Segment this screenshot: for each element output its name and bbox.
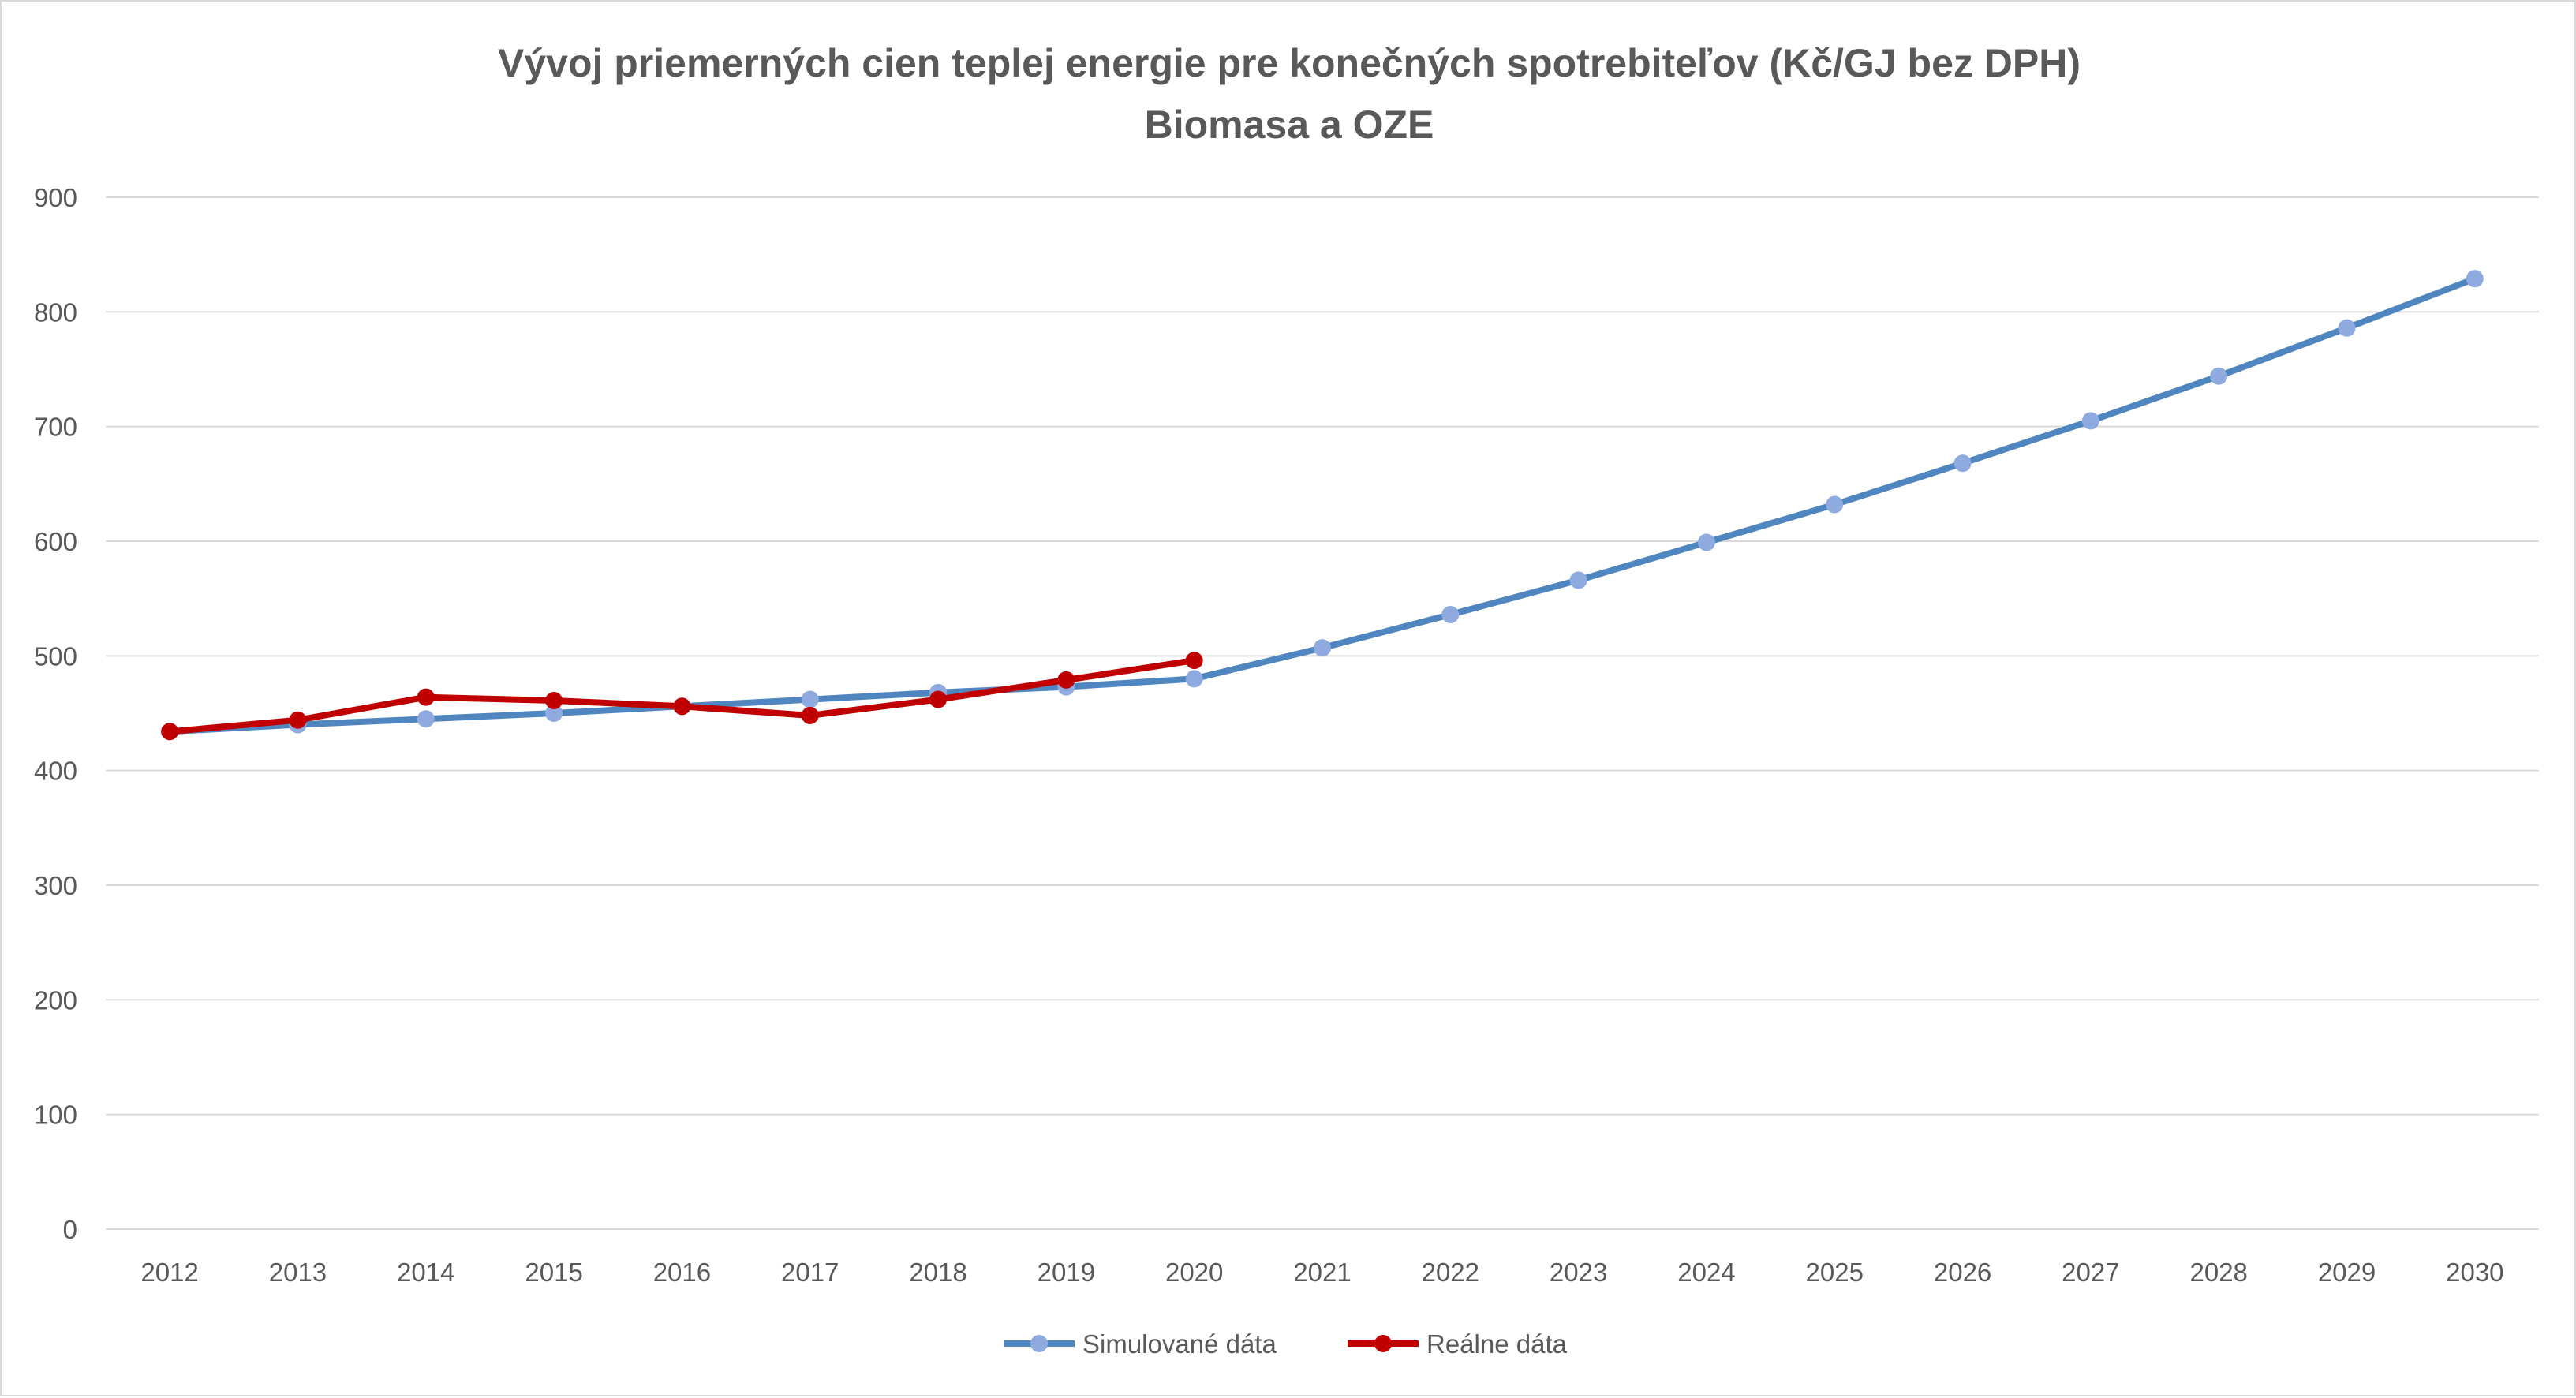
legend-item: Reálne dáta xyxy=(1348,1329,1568,1359)
data-point-marker xyxy=(1185,670,1203,688)
data-point-marker xyxy=(161,723,179,741)
x-tick-label: 2018 xyxy=(909,1258,966,1287)
x-tick-label: 2024 xyxy=(1677,1258,1735,1287)
x-tick-label: 2026 xyxy=(1934,1258,1991,1287)
data-point-marker xyxy=(1185,652,1203,670)
y-tick-label: 300 xyxy=(34,871,77,900)
legend-label: Reálne dáta xyxy=(1426,1329,1568,1359)
data-point-marker xyxy=(417,710,435,728)
y-axis-ticks: 0 100 200 300 400 500 600 700 800 900 xyxy=(34,183,77,1244)
data-point-marker xyxy=(929,690,948,708)
data-point-marker xyxy=(545,705,563,722)
data-point-marker xyxy=(1057,671,1075,689)
data-point-marker xyxy=(2338,319,2356,337)
data-point-marker xyxy=(2210,367,2228,385)
data-point-marker xyxy=(2081,412,2099,430)
y-tick-label: 500 xyxy=(34,641,77,671)
x-tick-label: 2019 xyxy=(1038,1258,1095,1287)
legend: Simulované dáta Reálne dáta xyxy=(1004,1329,1568,1359)
x-axis-ticks: 2012 2013 2014 2015 2016 2017 2018 2019 2020 2021… xyxy=(140,1258,2503,1287)
x-tick-label: 2020 xyxy=(1165,1258,1223,1287)
series-group xyxy=(161,270,2484,741)
y-tick-label: 400 xyxy=(34,757,77,786)
legend-marker-swatch xyxy=(1374,1335,1392,1352)
data-point-marker xyxy=(673,697,691,716)
series-line xyxy=(166,275,2478,735)
data-point-marker xyxy=(1953,454,1972,473)
legend-label: Simulované dáta xyxy=(1082,1329,1277,1359)
data-point-marker xyxy=(545,692,563,710)
legend-marker-swatch xyxy=(1030,1335,1048,1352)
data-point-marker xyxy=(1314,639,1331,657)
data-point-marker xyxy=(801,706,819,724)
data-point-marker xyxy=(1826,495,1844,514)
x-tick-label: 2013 xyxy=(269,1258,327,1287)
x-tick-label: 2029 xyxy=(2318,1258,2376,1287)
x-tick-label: 2030 xyxy=(2446,1258,2503,1287)
x-tick-label: 2027 xyxy=(2062,1258,2119,1287)
y-tick-label: 0 xyxy=(63,1215,77,1244)
x-tick-label: 2021 xyxy=(1293,1258,1351,1287)
series-group xyxy=(161,652,1203,741)
x-tick-label: 2012 xyxy=(140,1258,198,1287)
y-tick-label: 200 xyxy=(34,985,77,1015)
x-tick-label: 2016 xyxy=(653,1258,711,1287)
data-point-marker xyxy=(1697,533,1715,551)
y-tick-label: 800 xyxy=(34,297,77,327)
x-tick-label: 2022 xyxy=(1422,1258,1479,1287)
x-tick-label: 2014 xyxy=(397,1258,454,1287)
gridlines xyxy=(106,196,2539,1230)
data-point-marker xyxy=(289,711,307,729)
x-tick-label: 2023 xyxy=(1550,1258,1607,1287)
x-tick-label: 2015 xyxy=(525,1258,582,1287)
x-tick-label: 2017 xyxy=(781,1258,839,1287)
data-point-marker xyxy=(417,688,435,706)
data-point-marker xyxy=(801,690,819,708)
y-tick-label: 600 xyxy=(34,527,77,556)
x-tick-label: 2028 xyxy=(2189,1258,2247,1287)
data-point-marker xyxy=(1569,571,1587,589)
legend-item: Simulované dáta xyxy=(1004,1329,1277,1359)
chart-title: Vývoj priemerných cien teplej energie pr… xyxy=(498,41,2081,85)
chart-subtitle: Biomasa a OZE xyxy=(1145,103,1434,147)
data-point-marker xyxy=(2466,270,2484,288)
series-lines xyxy=(161,270,2484,741)
y-tick-label: 100 xyxy=(34,1101,77,1130)
y-tick-label: 700 xyxy=(34,413,77,442)
x-tick-label: 2025 xyxy=(1806,1258,1864,1287)
y-tick-label: 900 xyxy=(34,183,77,212)
data-point-marker xyxy=(1441,606,1460,624)
